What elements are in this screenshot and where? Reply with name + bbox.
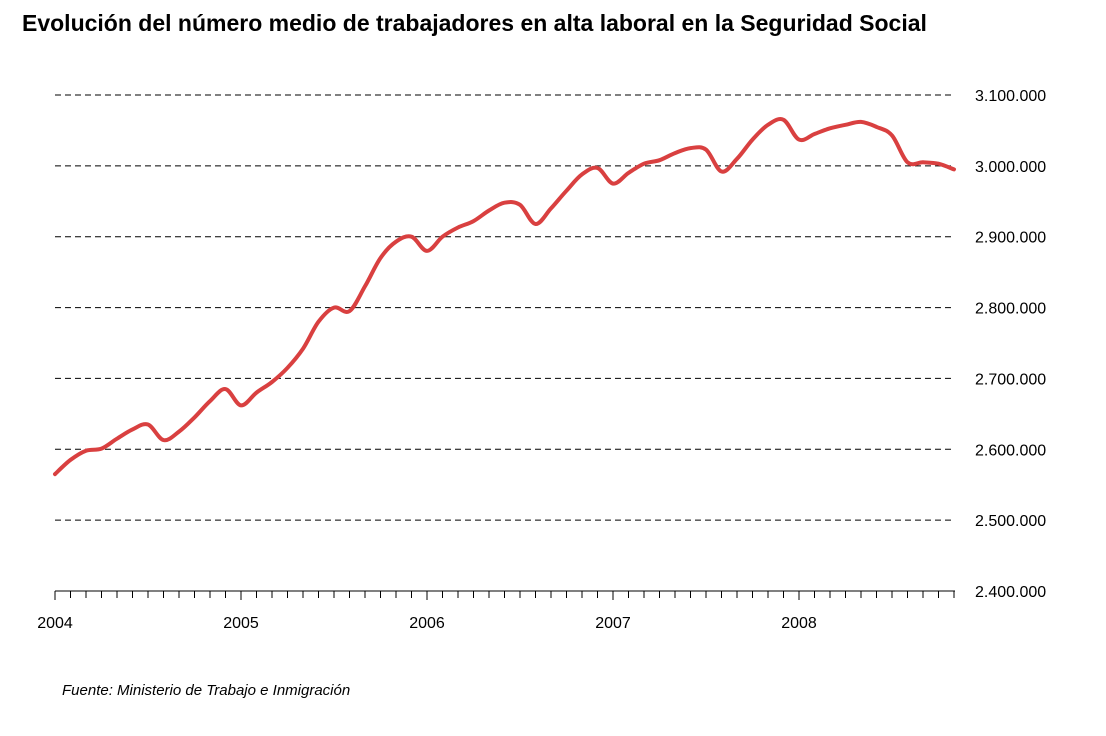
x-axis: 2004 2005 2006 2007 2008 xyxy=(37,590,955,632)
x-tick-label: 2007 xyxy=(595,615,631,632)
source-note: Fuente: Ministerio de Trabajo e Inmigrac… xyxy=(62,682,351,699)
y-tick-label: 2.500.000 xyxy=(975,513,1046,530)
y-tick-label: 2.400.000 xyxy=(975,584,1046,601)
x-tick-label: 2006 xyxy=(409,615,445,632)
y-tick-label: 2.800.000 xyxy=(975,301,1046,318)
y-axis: 2.400.000 2.500.000 2.600.000 2.700.000 2.80… xyxy=(975,88,1046,601)
x-tick-label: 2008 xyxy=(781,615,817,632)
y-tick-label: 3.000.000 xyxy=(975,159,1046,176)
gridlines xyxy=(55,94,955,521)
y-tick-label: 2.900.000 xyxy=(975,230,1046,247)
x-tick-label: 2005 xyxy=(223,615,259,632)
y-tick-label: 2.700.000 xyxy=(975,371,1046,388)
x-tick-label: 2004 xyxy=(37,615,73,632)
chart-title: Evolución del número medio de trabajador… xyxy=(22,10,927,36)
series-line xyxy=(53,117,956,477)
y-tick-label: 2.600.000 xyxy=(975,442,1046,459)
y-tick-label: 3.100.000 xyxy=(975,88,1046,105)
series-group xyxy=(53,117,956,477)
